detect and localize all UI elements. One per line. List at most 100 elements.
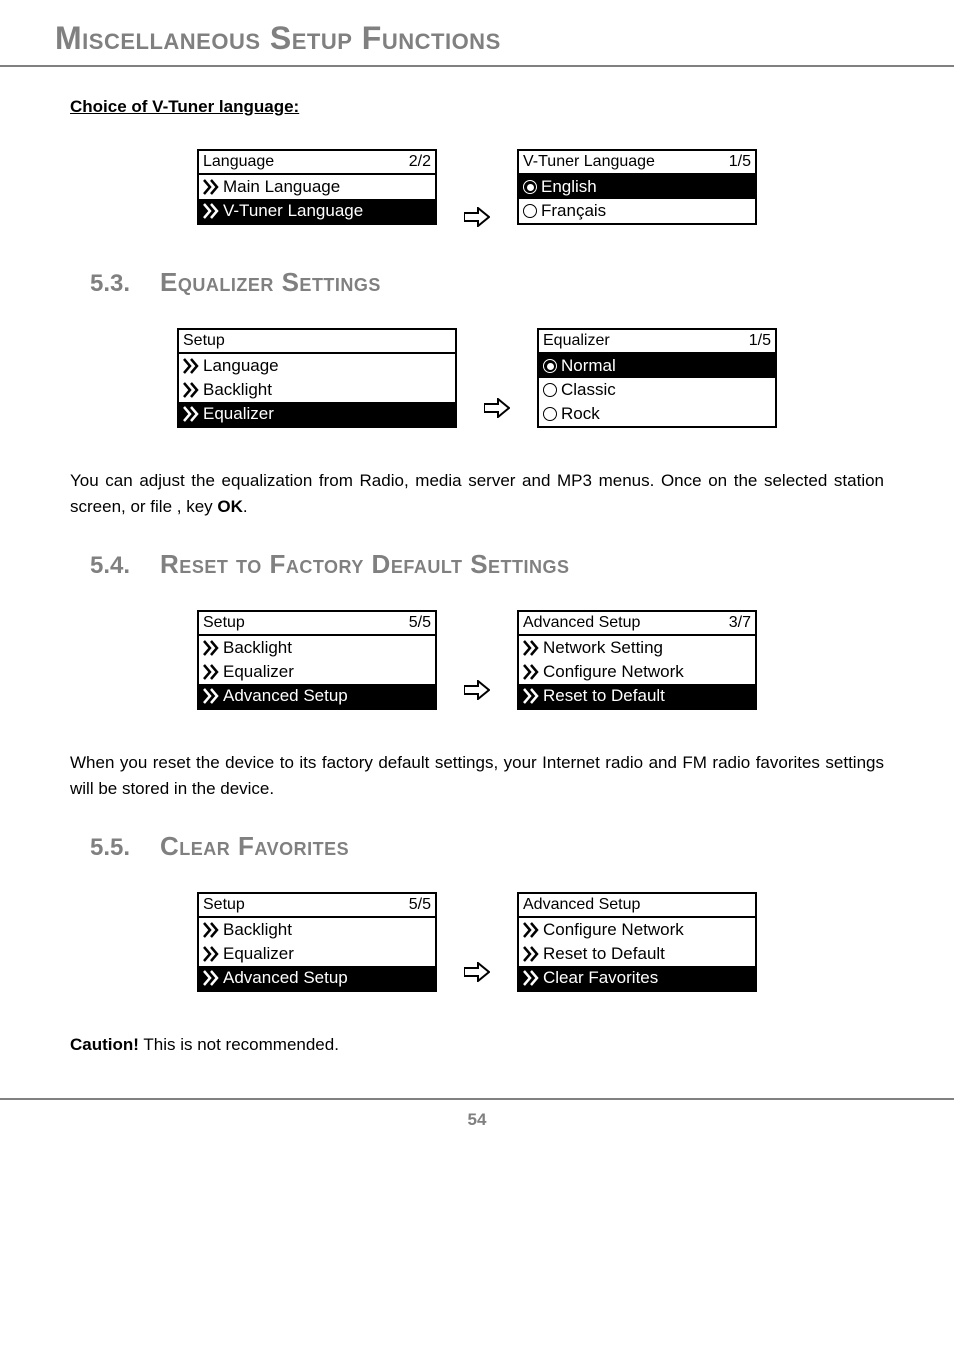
lcd-title: Advanced Setup (523, 896, 640, 914)
option-label: English (541, 177, 597, 197)
lcd-header: Setup 5/5 (199, 894, 435, 918)
radio-icon (523, 204, 537, 218)
menu-item-label: Network Setting (543, 638, 663, 658)
chevrons-icon (183, 382, 203, 398)
menu-item[interactable]: Advanced Setup (199, 684, 435, 708)
menu-item[interactable]: Equalizer (179, 402, 455, 426)
equalizer-options-screen: Equalizer 1/5 NormalClassicRock (537, 328, 777, 428)
arrow-icon (477, 338, 517, 418)
advanced-setup-screen: Advanced Setup Configure Network Reset to… (517, 892, 757, 992)
section-title: Clear Favorites (160, 831, 349, 862)
menu-item-label: V-Tuner Language (223, 201, 363, 221)
language-menu-screen: Language 2/2 Main Language V-Tuner Langua… (197, 149, 437, 225)
reset-description: When you reset the device to its factory… (70, 750, 884, 801)
arrow-icon (457, 620, 497, 700)
menu-item-label: Main Language (223, 177, 340, 197)
lcd-title: Setup (183, 332, 225, 350)
chevrons-icon (183, 406, 203, 422)
lcd-body: Backlight Equalizer Advanced Setup (199, 918, 435, 990)
radio-icon (543, 407, 557, 421)
lcd-header: Advanced Setup 3/7 (519, 612, 755, 636)
lcd-body: Configure Network Reset to Default Clear F… (519, 918, 755, 990)
caution-text: Caution! This is not recommended. (70, 1032, 884, 1058)
radio-option[interactable]: Rock (539, 402, 775, 426)
lcd-header: Equalizer 1/5 (539, 330, 775, 354)
caution-message: This is not recommended. (139, 1035, 339, 1054)
lcd-body: NormalClassicRock (539, 354, 775, 426)
chevrons-icon (523, 970, 543, 986)
menu-item-label: Reset to Default (543, 944, 665, 964)
menu-item-label: Configure Network (543, 920, 684, 940)
menu-item-label: Reset to Default (543, 686, 665, 706)
lcd-header: V-Tuner Language 1/5 (519, 151, 755, 175)
menu-item[interactable]: Equalizer (199, 660, 435, 684)
chevrons-icon (523, 640, 543, 656)
menu-item[interactable]: Network Setting (519, 636, 755, 660)
menu-item[interactable]: Advanced Setup (199, 966, 435, 990)
chevrons-icon (203, 640, 223, 656)
page-title: Miscellaneous Setup Functions (0, 0, 954, 65)
content-area: Choice of V-Tuner language: Language 2/2… (0, 97, 954, 1058)
chevrons-icon (523, 946, 543, 962)
reset-screens-row: Setup 5/5 BacklightEqualizerAdvanced Set… (70, 610, 884, 710)
menu-item-label: Advanced Setup (223, 686, 348, 706)
menu-item[interactable]: Backlight (179, 378, 455, 402)
section-5-3-heading: 5.3. Equalizer Settings (90, 267, 884, 298)
menu-item[interactable]: Equalizer (199, 942, 435, 966)
lcd-page: 2/2 (409, 153, 431, 171)
lcd-title: Language (203, 153, 274, 171)
menu-item-label: Backlight (223, 638, 292, 658)
vtuner-language-screen: V-Tuner Language 1/5 EnglishFrançais (517, 149, 757, 225)
lcd-header: Advanced Setup (519, 894, 755, 918)
menu-item[interactable]: Language (179, 354, 455, 378)
section-number: 5.4. (90, 552, 130, 580)
lcd-title: Setup (203, 614, 245, 632)
section-5-5-heading: 5.5. Clear Favorites (90, 831, 884, 862)
menu-item[interactable]: Reset to Default (519, 942, 755, 966)
vtuner-screens-row: Language 2/2 Main Language V-Tuner Langua… (70, 147, 884, 227)
menu-item-label: Backlight (223, 920, 292, 940)
menu-item[interactable]: Reset to Default (519, 684, 755, 708)
chevrons-icon (523, 664, 543, 680)
lcd-body: Main Language V-Tuner Language (199, 175, 435, 223)
chevrons-icon (523, 922, 543, 938)
section-number: 5.5. (90, 834, 130, 862)
title-underline (0, 65, 954, 67)
menu-item-label: Clear Favorites (543, 968, 658, 988)
radio-option[interactable]: Français (519, 199, 755, 223)
chevrons-icon (203, 664, 223, 680)
radio-option[interactable]: Classic (539, 378, 775, 402)
ok-key-label: OK (217, 497, 243, 516)
chevrons-icon (183, 358, 203, 374)
menu-item[interactable]: Configure Network (519, 918, 755, 942)
menu-item[interactable]: Clear Favorites (519, 966, 755, 990)
radio-option[interactable]: English (519, 175, 755, 199)
lcd-page: 1/5 (729, 153, 751, 171)
chevrons-icon (203, 179, 223, 195)
lcd-page: 5/5 (409, 614, 431, 632)
setup-menu-screen: Setup LanguageBacklightEqualizer (177, 328, 457, 428)
menu-item-label: Equalizer (203, 404, 274, 424)
lcd-body: EnglishFrançais (519, 175, 755, 223)
chevrons-icon (203, 970, 223, 986)
menu-item-label: Advanced Setup (223, 968, 348, 988)
clear-favorites-screens-row: Setup 5/5 Backlight Equalizer Advanced Set… (70, 892, 884, 992)
equalizer-screens-row: Setup LanguageBacklightEqualizer Equaliz… (70, 328, 884, 428)
option-label: Rock (561, 404, 600, 424)
menu-item[interactable]: Backlight (199, 918, 435, 942)
text-part: You can adjust the equalization from Rad… (70, 471, 884, 516)
menu-item[interactable]: Backlight (199, 636, 435, 660)
setup-menu-screen: Setup 5/5 BacklightEqualizerAdvanced Set… (197, 610, 437, 710)
lcd-body: BacklightEqualizerAdvanced Setup (199, 636, 435, 708)
section-5-4-heading: 5.4. Reset to Factory Default Settings (90, 549, 884, 580)
menu-item[interactable]: Main Language (199, 175, 435, 199)
menu-item[interactable]: Configure Network (519, 660, 755, 684)
radio-option[interactable]: Normal (539, 354, 775, 378)
chevrons-icon (203, 203, 223, 219)
menu-item-label: Equalizer (223, 944, 294, 964)
menu-item[interactable]: V-Tuner Language (199, 199, 435, 223)
chevrons-icon (523, 688, 543, 704)
radio-icon (523, 180, 537, 194)
radio-icon (543, 383, 557, 397)
lcd-body: Network SettingConfigure NetworkReset to… (519, 636, 755, 708)
